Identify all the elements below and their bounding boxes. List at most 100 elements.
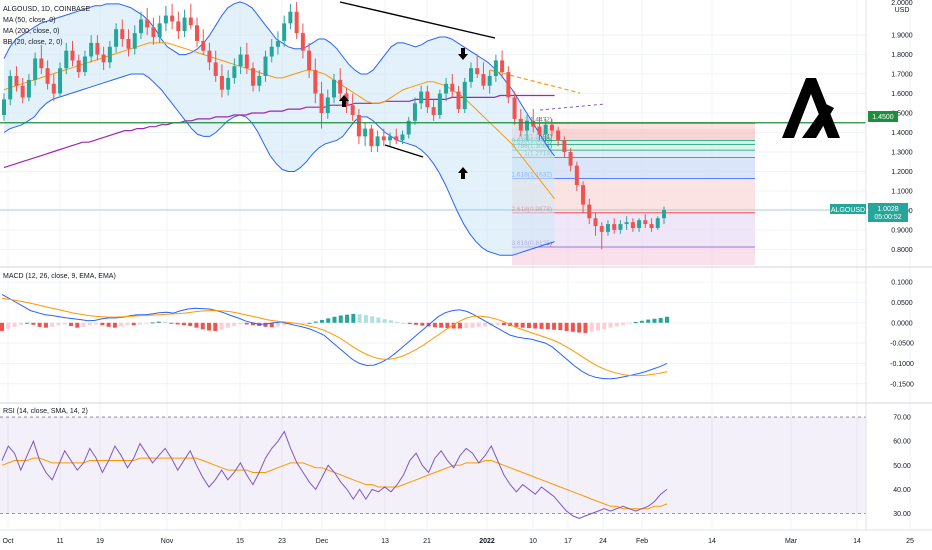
candle[interactable]	[537, 116, 542, 141]
candle[interactable]	[163, 5, 168, 32]
dashed-line[interactable]	[539, 103, 606, 111]
candle[interactable]	[126, 29, 131, 57]
candle[interactable]	[456, 85, 461, 114]
bb-legend[interactable]: BB (20, close, 2, 0)	[3, 39, 63, 46]
candle[interactable]	[294, 1, 299, 39]
candle[interactable]	[195, 17, 200, 47]
candle[interactable]	[356, 109, 361, 145]
candle[interactable]	[531, 109, 536, 133]
candle[interactable]	[33, 52, 38, 86]
candle[interactable]	[89, 35, 94, 63]
candle[interactable]	[251, 62, 256, 92]
candle[interactable]	[363, 122, 368, 147]
candle[interactable]	[114, 23, 119, 53]
candle[interactable]	[512, 91, 517, 125]
ma200-legend[interactable]: MA (200, close, 0)	[3, 28, 59, 35]
candle[interactable]	[201, 29, 206, 55]
candle[interactable]	[506, 66, 511, 104]
candle[interactable]	[450, 74, 455, 98]
candle[interactable]	[300, 23, 305, 59]
candle[interactable]	[151, 17, 156, 45]
candle[interactable]	[475, 54, 480, 78]
candle[interactable]	[319, 81, 324, 129]
candle[interactable]	[257, 70, 262, 92]
candle[interactable]	[637, 218, 642, 232]
candle[interactable]	[82, 50, 87, 76]
price-pane[interactable]: 1.618(1.1632)2.618(0.9878)3.618(0.8125)1…	[0, 0, 911, 530]
time-axis[interactable]: Oct 11 19 Nov 15 23 Dec 13 21 2022 10 17 24 Feb 14 Mar 1…	[3, 538, 914, 545]
candle[interactable]	[525, 114, 530, 141]
candle[interactable]	[269, 38, 274, 63]
candle[interactable]	[132, 25, 137, 55]
candle[interactable]	[487, 70, 492, 94]
candle[interactable]	[581, 181, 586, 213]
candle[interactable]	[288, 3, 293, 30]
candle[interactable]	[188, 3, 193, 30]
ma50-legend[interactable]: MA (50, close, 0)	[3, 17, 56, 24]
candle[interactable]	[120, 19, 125, 47]
candle[interactable]	[431, 99, 436, 121]
candle[interactable]	[51, 74, 56, 102]
candle[interactable]	[406, 116, 411, 139]
candle[interactable]	[219, 64, 224, 98]
candle[interactable]	[244, 42, 249, 75]
candle[interactable]	[462, 77, 467, 114]
candle[interactable]	[64, 42, 69, 75]
candle[interactable]	[574, 161, 579, 191]
candle[interactable]	[138, 11, 143, 39]
candle[interactable]	[157, 15, 162, 43]
candle[interactable]	[394, 128, 399, 145]
candle[interactable]	[26, 74, 31, 102]
candle[interactable]	[630, 218, 635, 232]
candle[interactable]	[624, 216, 629, 230]
candle[interactable]	[468, 62, 473, 88]
candle[interactable]	[612, 218, 617, 234]
candle[interactable]	[39, 44, 44, 75]
candle[interactable]	[45, 60, 50, 90]
candle[interactable]	[170, 3, 175, 30]
candle[interactable]	[232, 58, 237, 84]
candle[interactable]	[338, 68, 343, 102]
candle[interactable]	[182, 9, 187, 38]
candle[interactable]	[381, 128, 386, 147]
macd-pane[interactable]: 0.1000 0.0500 0.0000 -0.0500 -0.1000 -0.1500	[0, 280, 914, 389]
candle[interactable]	[549, 118, 554, 137]
candle[interactable]	[2, 93, 6, 121]
signal-line[interactable]	[1, 297, 668, 377]
candle[interactable]	[437, 89, 442, 119]
trendline-resistance[interactable]	[339, 1, 496, 39]
candle[interactable]	[307, 42, 312, 78]
candle[interactable]	[500, 50, 505, 78]
candle[interactable]	[618, 220, 623, 234]
dashed-projection-line[interactable]	[489, 69, 581, 94]
candle[interactable]	[599, 222, 604, 250]
candle[interactable]	[375, 130, 380, 152]
candle[interactable]	[70, 40, 75, 67]
bb-lower-line[interactable]	[3, 73, 555, 256]
rsi-line[interactable]	[1, 430, 668, 519]
candle[interactable]	[213, 50, 218, 82]
candle[interactable]	[593, 212, 598, 236]
candle[interactable]	[145, 7, 150, 36]
candle[interactable]	[556, 126, 561, 147]
candle[interactable]	[58, 62, 63, 98]
candle[interactable]	[8, 70, 13, 106]
candle[interactable]	[562, 136, 567, 158]
candle[interactable]	[643, 214, 648, 228]
support-price-tag[interactable]: 1.4500	[868, 111, 898, 122]
last-price-tag[interactable]: 1.0028 05:00:52 ALGOUSD	[830, 203, 908, 222]
macd-legend[interactable]: MACD (12, 26, close, 9, EMA, EMA)	[3, 273, 116, 280]
candle[interactable]	[238, 46, 243, 75]
rsi-pane[interactable]: 70.00 60.00 50.00 40.00 30.00	[0, 415, 911, 519]
candle[interactable]	[412, 97, 417, 125]
candle[interactable]	[332, 74, 336, 104]
candle[interactable]	[400, 130, 405, 145]
arrow-up-icon[interactable]	[339, 95, 349, 107]
candle[interactable]	[207, 42, 212, 71]
candle[interactable]	[444, 77, 449, 102]
candle[interactable]	[493, 54, 498, 82]
candle[interactable]	[419, 85, 424, 110]
candle[interactable]	[107, 40, 112, 69]
candle[interactable]	[587, 198, 592, 225]
